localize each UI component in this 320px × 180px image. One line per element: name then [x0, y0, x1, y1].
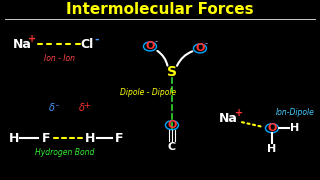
Text: Intermolecular Forces: Intermolecular Forces [66, 2, 254, 17]
Text: -: - [55, 101, 59, 110]
Text: O: O [267, 123, 276, 133]
Text: H: H [9, 132, 19, 145]
Text: S: S [167, 65, 177, 79]
Text: +: + [28, 34, 36, 44]
Text: H: H [290, 123, 300, 133]
Text: -: - [204, 39, 207, 48]
Text: F: F [42, 132, 50, 145]
Text: F: F [115, 132, 123, 145]
Text: Dipole - Dipole: Dipole - Dipole [120, 88, 176, 97]
Text: +: + [84, 101, 91, 110]
Text: O: O [195, 43, 205, 53]
Text: Hydrogen Bond: Hydrogen Bond [35, 148, 95, 157]
Text: δ: δ [79, 103, 85, 113]
Text: C: C [168, 142, 176, 152]
Text: Na: Na [12, 38, 31, 51]
Text: -: - [95, 34, 99, 44]
Text: +: + [235, 108, 243, 118]
Text: Cl: Cl [80, 38, 94, 51]
Text: Na: Na [219, 112, 237, 125]
Text: H: H [85, 132, 95, 145]
Text: δ: δ [49, 103, 55, 113]
Text: O: O [145, 41, 155, 51]
Text: -: - [155, 37, 157, 46]
Text: H: H [267, 144, 276, 154]
Text: Ion - Ion: Ion - Ion [44, 54, 76, 63]
Text: O: O [167, 120, 177, 130]
Text: Ion-Dipole: Ion-Dipole [276, 108, 314, 117]
